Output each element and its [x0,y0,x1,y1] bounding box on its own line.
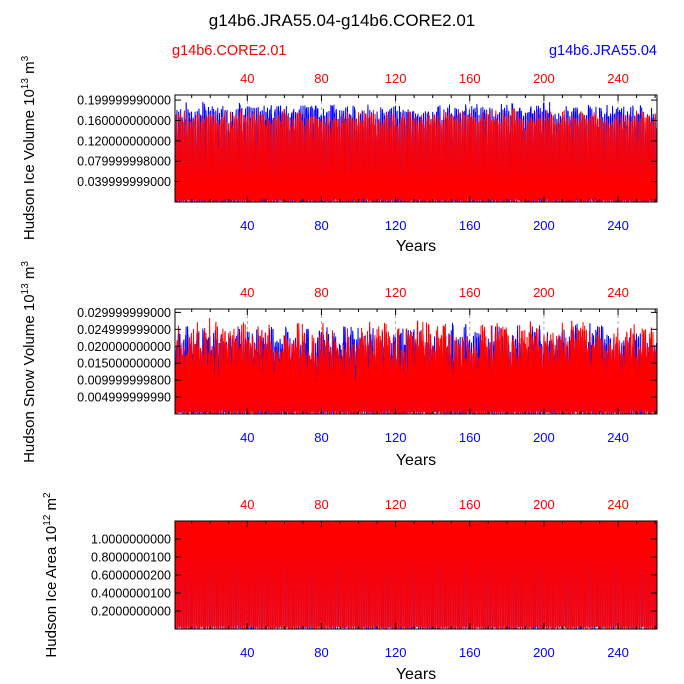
figure-title: g14b6.JRA55.04-g14b6.CORE2.01 [209,11,476,30]
x-tick-label-bottom: 120 [385,218,407,233]
x-tick-label-top: 240 [607,71,629,86]
x-tick-label-top: 160 [459,285,481,300]
x-tick-label-top: 40 [240,497,254,512]
y-axis-label: Hudson Ice Area 1012 m2 [42,492,60,658]
x-tick-label-top: 80 [314,285,328,300]
x-tick-label-top: 200 [533,285,555,300]
y-tick-label: 0.039999999000 [77,175,171,189]
plot-frame [174,308,658,415]
x-tick-label-bottom: 160 [459,218,481,233]
y-tick-label: 0.120000000000 [77,134,171,148]
x-tick-label-top: 200 [533,71,555,86]
x-tick-label-bottom: 80 [314,430,328,445]
x-tick-label-bottom: 120 [385,645,407,660]
x-axis-label: Years [396,666,436,683]
y-tick-label: 0.160000000000 [77,114,171,128]
y-tick-label: 0.079999998000 [77,155,171,169]
y-tick-label: 0.004999999990 [77,391,171,405]
x-tick-label-top: 240 [607,285,629,300]
x-tick-label-bottom: 80 [314,218,328,233]
x-tick-label-bottom: 240 [607,645,629,660]
x-tick-label-bottom: 160 [459,430,481,445]
x-tick-label-bottom: 40 [240,430,254,445]
x-tick-label-bottom: 240 [607,218,629,233]
y-tick-label: 0.024999999000 [77,323,171,337]
y-tick-label: 0.2000000000 [91,605,171,619]
series-line-core2 [175,108,657,202]
x-tick-label-top: 120 [385,285,407,300]
x-tick-label-bottom: 120 [385,430,407,445]
y-tick-label: 0.4000000100 [91,587,171,601]
x-tick-label-bottom: 240 [607,430,629,445]
x-tick-label-top: 120 [385,71,407,86]
x-tick-label-top: 160 [459,497,481,512]
x-tick-label-top: 200 [533,497,555,512]
x-tick-label-top: 40 [240,285,254,300]
y-tick-label: 0.6000000200 [91,569,171,583]
x-axis-label: Years [396,238,436,255]
y-axis-label: Hudson Snow Volume 1013 m3 [20,261,38,463]
legend-jra55: g14b6.JRA55.04 [549,43,657,59]
y-tick-label: 0.009999999800 [77,374,171,388]
x-tick-label-bottom: 200 [533,218,555,233]
x-tick-label-bottom: 200 [533,430,555,445]
x-tick-label-bottom: 40 [240,218,254,233]
y-axis-label: Hudson Ice Volume 1013 m3 [20,55,38,240]
y-tick-label: 0.029999999000 [77,306,171,320]
x-tick-label-top: 120 [385,497,407,512]
panel-3: 40 40 80 80 120 120 160 160 200 200 240 240 0.200000… [42,492,658,683]
y-tick-label: 0.015000000000 [77,357,171,371]
x-tick-label-top: 240 [607,497,629,512]
x-tick-label-top: 40 [240,71,254,86]
x-tick-label-bottom: 80 [314,645,328,660]
y-tick-label: 0.8000000100 [91,551,171,565]
y-tick-label: 1.0000000000 [91,533,171,547]
panel-2: 40 40 80 80 120 120 160 160 200 200 240 240 0.004999… [20,261,658,469]
series-line-core2 [175,521,657,629]
legend-core2: g14b6.CORE2.01 [172,43,286,59]
x-tick-label-top: 80 [314,71,328,86]
y-tick-label: 0.020000000000 [77,340,171,354]
y-tick-label: 0.199999990000 [77,94,171,108]
x-tick-label-bottom: 160 [459,645,481,660]
x-tick-label-bottom: 40 [240,645,254,660]
x-tick-label-bottom: 200 [533,645,555,660]
x-tick-label-top: 80 [314,497,328,512]
x-axis-label: Years [396,452,436,469]
x-tick-label-top: 160 [459,71,481,86]
plot-frame [174,94,658,203]
panel-1: 40 40 80 80 120 120 160 160 200 200 240 240 0.039999… [20,55,658,255]
